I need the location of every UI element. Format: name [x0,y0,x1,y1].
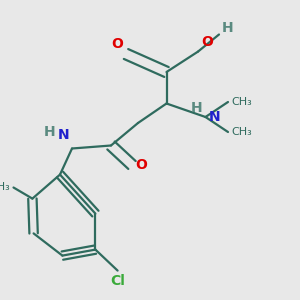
Text: O: O [135,158,147,172]
Text: H: H [44,125,56,139]
Text: CH₃: CH₃ [231,127,252,137]
Text: O: O [201,34,213,49]
Text: CH₃: CH₃ [0,182,11,193]
Text: O: O [111,37,123,51]
Text: H: H [190,101,202,115]
Text: H: H [222,20,234,34]
Text: CH₃: CH₃ [231,97,252,107]
Text: N: N [57,128,69,142]
Text: N: N [208,110,220,124]
Text: Cl: Cl [110,274,125,288]
